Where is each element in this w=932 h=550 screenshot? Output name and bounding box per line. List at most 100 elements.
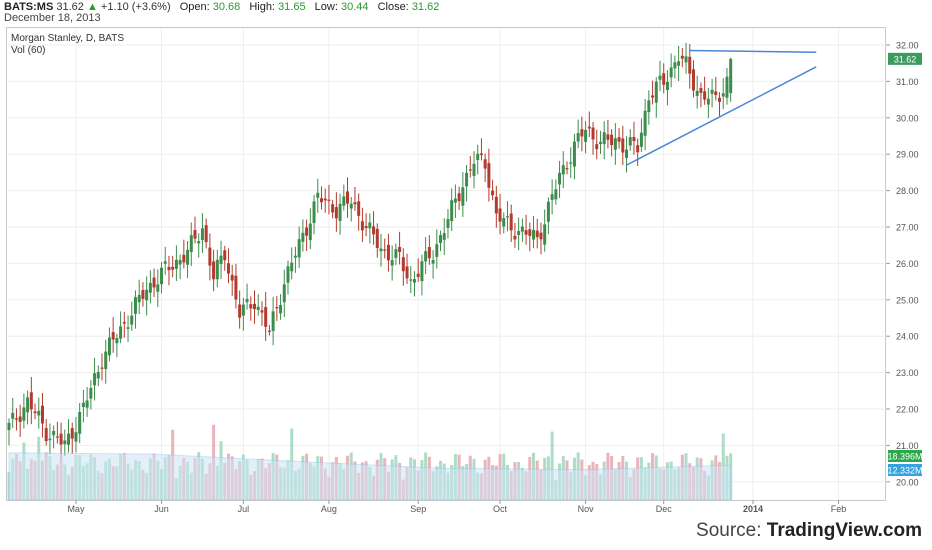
high-label: High: — [249, 1, 275, 13]
candle-body — [427, 247, 431, 259]
x-tick-label: Aug — [321, 504, 337, 514]
candle-body — [450, 200, 454, 222]
candle-body — [636, 145, 640, 153]
candle-body — [245, 298, 249, 303]
y-tick-label: 24.00 — [896, 332, 919, 342]
candle-body — [710, 89, 714, 94]
candle-body — [18, 416, 22, 422]
volume-ma-area — [8, 452, 732, 501]
candle-body — [111, 332, 115, 340]
candle-body — [29, 392, 33, 410]
candle-body — [282, 284, 286, 303]
candle-body — [576, 133, 580, 142]
candle-body — [703, 91, 707, 100]
candle-body — [725, 76, 729, 98]
candle-body — [182, 254, 186, 263]
candle-body — [439, 235, 443, 243]
y-tick-label: 20.00 — [896, 477, 919, 487]
candle-body — [539, 232, 543, 240]
candles — [7, 42, 733, 460]
candle-body — [238, 304, 242, 318]
candle-body — [364, 226, 368, 229]
candle-body — [204, 225, 208, 243]
candle-body — [543, 224, 547, 245]
candle-body — [509, 213, 513, 231]
candle-body — [401, 257, 405, 272]
candle-body — [580, 129, 584, 137]
candle-body — [59, 433, 63, 445]
candle-body — [126, 327, 130, 329]
candle-body — [37, 410, 41, 416]
x-tick-label: Dec — [656, 504, 673, 514]
candle-body — [502, 218, 506, 227]
candle-body — [632, 136, 636, 142]
y-tick-label: 29.00 — [896, 150, 919, 160]
candle-body — [565, 168, 569, 170]
candle-body — [67, 433, 71, 445]
candle-body — [561, 165, 565, 175]
resistance-trendline — [689, 49, 817, 54]
quote-line: BATS:MS 31.62 ▲ +1.10 (+3.6%) Open: 30.6… — [4, 1, 439, 13]
candle-body — [513, 235, 517, 240]
last-price: 31.62 — [56, 1, 84, 13]
candle-body — [598, 141, 602, 144]
candle-body — [476, 153, 480, 160]
candle-body — [379, 248, 383, 252]
candle-body — [26, 397, 30, 413]
candle-body — [152, 277, 156, 288]
x-tick-label: Feb — [831, 504, 847, 514]
candle-body — [505, 216, 509, 218]
candle-body — [145, 289, 149, 301]
candle-body — [368, 222, 372, 229]
candle-body — [494, 196, 498, 214]
candle-body — [706, 98, 710, 105]
candle-body — [673, 62, 677, 69]
candle-body — [420, 261, 424, 282]
candle-body — [610, 134, 614, 146]
candle-body — [141, 290, 145, 299]
open-label: Open: — [179, 1, 210, 13]
axis-tags: 31.62 18.396M 12.332M — [887, 52, 923, 476]
y-tick-label: 30.00 — [896, 113, 919, 123]
candle-body — [431, 260, 435, 264]
candle-body — [208, 247, 212, 266]
y-tick-label: 23.00 — [896, 368, 919, 378]
candle-body — [171, 266, 175, 270]
candle-body — [52, 430, 56, 436]
candle-body — [394, 249, 398, 258]
candle-body — [617, 137, 621, 142]
candle-body — [316, 192, 320, 198]
candle-body — [558, 172, 562, 185]
last-price-tag-bg — [888, 52, 922, 65]
volume-tag-bg — [888, 450, 922, 462]
candle-body — [479, 153, 483, 155]
candle-body — [279, 305, 283, 314]
candle-body — [148, 282, 152, 293]
candle-body — [591, 127, 595, 140]
candle-body — [472, 163, 476, 176]
candle-body — [275, 307, 279, 309]
candle-body — [334, 207, 338, 219]
source-brand: TradingView.com — [766, 520, 922, 541]
y-tick-label: 28.00 — [896, 186, 919, 196]
candle-body — [200, 228, 204, 240]
candle-body — [554, 189, 558, 200]
candle-body — [390, 260, 394, 266]
volume-tag: 18.396M — [887, 452, 922, 462]
candle-body — [628, 137, 632, 146]
candle-body — [104, 351, 108, 369]
x-tick-label: Sep — [410, 504, 426, 514]
candle-body — [297, 239, 301, 258]
open-value: 30.68 — [212, 1, 241, 13]
close-label: Close: — [377, 1, 409, 13]
candle-body — [684, 56, 688, 63]
candle-body — [286, 266, 290, 283]
candle-body — [96, 372, 100, 379]
candle-body — [606, 134, 610, 140]
y-tick-label: 26.00 — [896, 259, 919, 269]
candle-body — [241, 304, 245, 316]
candle-body — [230, 274, 234, 281]
y-tick-label: 22.00 — [896, 405, 919, 415]
support-trendline — [626, 66, 817, 166]
